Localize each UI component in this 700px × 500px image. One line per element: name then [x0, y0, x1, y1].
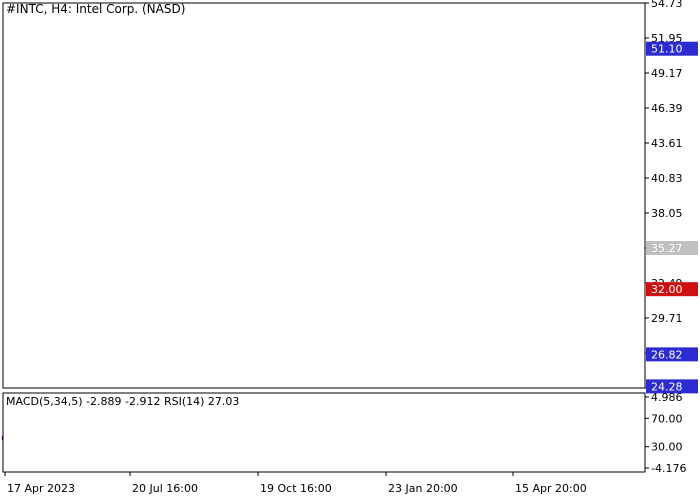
time-tick-label: 20 Jul 16:00 — [132, 482, 198, 495]
price-badge-label: 35.27 — [651, 242, 683, 255]
price-badge-label: 26.82 — [651, 348, 683, 361]
chart-title: #INTC, H4: Intel Corp. (NASD) — [6, 2, 185, 16]
indicator-tick-label: 4.986 — [651, 391, 683, 404]
main-frame — [2, 2, 646, 389]
indicator-frame — [2, 392, 646, 473]
price-tick-label: 49.17 — [651, 67, 683, 80]
price-tick-label: 40.83 — [651, 172, 683, 185]
price-badge — [646, 241, 698, 255]
indicator-tick-label: 30.00 — [651, 441, 683, 454]
price-tick-label: 54.73 — [651, 0, 683, 10]
price-tick-label: 38.05 — [651, 207, 683, 220]
price-tick-label: 43.61 — [651, 137, 683, 150]
price-badge — [646, 347, 698, 362]
price-badge-label: 51.10 — [651, 43, 683, 56]
indicator-tick-label: -4.176 — [651, 462, 686, 475]
time-tick-label: 17 Apr 2023 — [7, 482, 75, 495]
price-badge — [646, 379, 698, 394]
price-badge-label: 24.28 — [651, 380, 683, 393]
price-tick-label: 29.71 — [651, 312, 683, 325]
time-tick-label: 15 Apr 20:00 — [515, 482, 587, 495]
price-badge — [646, 282, 698, 297]
price-tick-label: 46.39 — [651, 102, 683, 115]
time-tick-label: 19 Oct 16:00 — [260, 482, 332, 495]
time-tick-label: 23 Jan 20:00 — [388, 482, 458, 495]
indicator-tick-label: 70.00 — [651, 412, 683, 425]
price-badge — [646, 41, 698, 56]
price-badge-label: 32.00 — [651, 283, 683, 296]
indicator-title: MACD(5,34,5) -2.889 -2.912 RSI(14) 27.03 — [6, 395, 239, 408]
